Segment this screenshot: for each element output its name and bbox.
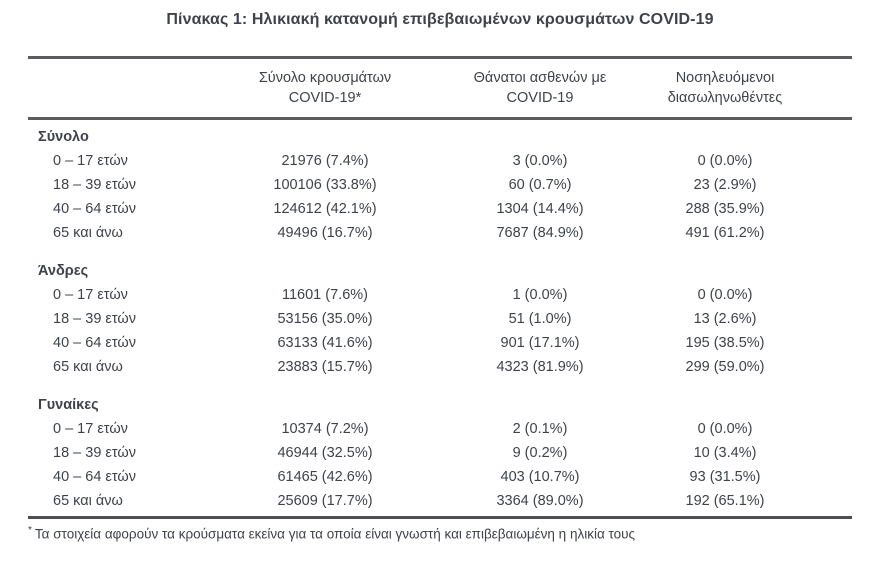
footnote-text: Τα στοιχεία αφορούν τα κρούσματα εκείνα … — [34, 526, 636, 542]
age-label-cell: 0 – 17 ετών — [53, 287, 128, 303]
table-row: 40 – 64 ετών 61465 (42.6%) 403 (10.7%) 93 (… — [28, 465, 852, 489]
age-label-cell: 18 – 39 ετών — [53, 177, 136, 193]
header-deaths-cell: Θάνατοι ασθενών με COVID-19 — [442, 68, 638, 108]
deaths-cell: 7687 (84.9%) — [496, 225, 584, 241]
age-label-cell: 40 – 64 ετών — [53, 335, 136, 351]
intubated-cell: 195 (38.5%) — [685, 335, 765, 351]
intubated-cell: 192 (65.1%) — [685, 493, 765, 509]
cases-cell: 124612 (42.1%) — [273, 201, 377, 217]
cases-cell: 23883 (15.7%) — [277, 359, 373, 375]
section-header-row: Γυναίκες — [28, 388, 852, 417]
covid-age-distribution-table: Σύνολο κρουσμάτων COVID-19* Θάνατοι ασθε… — [28, 56, 852, 519]
table-row: 40 – 64 ετών 63133 (41.6%) 901 (17.1%) 195 … — [28, 331, 852, 355]
deaths-cell: 60 (0.7%) — [508, 177, 572, 193]
age-label-cell: 0 – 17 ετών — [53, 421, 128, 437]
deaths-cell: 4323 (81.9%) — [496, 359, 584, 375]
header-intubated-cell: Νοσηλευόμενοι διασωληνωθέντες — [638, 68, 812, 108]
header-empty-cell — [28, 68, 208, 108]
intubated-cell: 0 (0.0%) — [697, 421, 753, 437]
header-cases-line2: COVID-19* — [288, 90, 362, 106]
section-header-row: Άνδρες — [28, 254, 852, 283]
deaths-cell: 403 (10.7%) — [500, 469, 580, 485]
cases-cell: 21976 (7.4%) — [281, 153, 369, 169]
age-label-cell: 65 και άνω — [53, 359, 123, 375]
age-label-cell: 40 – 64 ετών — [53, 469, 136, 485]
table-row: 65 και άνω 49496 (16.7%) 7687 (84.9%) 491 (… — [28, 221, 852, 245]
age-label-cell: 40 – 64 ετών — [53, 201, 136, 217]
footnote-marker: * — [28, 525, 32, 536]
section-label: Γυναίκες — [38, 397, 99, 413]
intubated-cell: 491 (61.2%) — [685, 225, 765, 241]
cases-cell: 49496 (16.7%) — [277, 225, 373, 241]
deaths-cell: 3364 (89.0%) — [496, 493, 584, 509]
table-row: 0 – 17 ετών 10374 (7.2%) 2 (0.1%) 0 (0.0%) — [28, 417, 852, 441]
section-label: Άνδρες — [38, 263, 89, 279]
cases-cell: 53156 (35.0%) — [277, 311, 373, 327]
header-intubated-line2: διασωληνωθέντες — [667, 90, 783, 106]
deaths-cell: 2 (0.1%) — [512, 421, 568, 437]
table-row: 65 και άνω 25609 (17.7%) 3364 (89.0%) 192 (… — [28, 489, 852, 513]
header-intubated-line1: Νοσηλευόμενοι — [675, 70, 775, 86]
header-cases-line1: Σύνολο κρουσμάτων — [258, 70, 392, 86]
table-row: 0 – 17 ετών 21976 (7.4%) 3 (0.0%) 0 (0.0%) — [28, 149, 852, 173]
intubated-cell: 299 (59.0%) — [685, 359, 765, 375]
header-cases-cell: Σύνολο κρουσμάτων COVID-19* — [208, 68, 442, 108]
table-row: 65 και άνω 23883 (15.7%) 4323 (81.9%) 299 (… — [28, 355, 852, 379]
table-row: 0 – 17 ετών 11601 (7.6%) 1 (0.0%) 0 (0.0%) — [28, 283, 852, 307]
deaths-cell: 51 (1.0%) — [508, 311, 572, 327]
cases-cell: 25609 (17.7%) — [277, 493, 373, 509]
header-deaths-line1: Θάνατοι ασθενών με — [473, 70, 607, 86]
table-body: Σύνολο 0 – 17 ετών 21976 (7.4%) 3 (0.0%) 0 (… — [28, 120, 852, 516]
intubated-cell: 0 (0.0%) — [697, 153, 753, 169]
age-label-cell: 65 και άνω — [53, 493, 123, 509]
cases-cell: 100106 (33.8%) — [273, 177, 377, 193]
intubated-cell: 288 (35.9%) — [685, 201, 765, 217]
intubated-cell: 23 (2.9%) — [693, 177, 757, 193]
deaths-cell: 1 (0.0%) — [512, 287, 568, 303]
cases-cell: 11601 (7.6%) — [282, 287, 368, 303]
cases-cell: 10374 (7.2%) — [281, 421, 369, 437]
header-deaths-line2: COVID-19 — [506, 90, 574, 106]
table-header-row: Σύνολο κρουσμάτων COVID-19* Θάνατοι ασθε… — [28, 59, 852, 120]
table-row: 18 – 39 ετών 53156 (35.0%) 51 (1.0%) 13 (2.… — [28, 307, 852, 331]
age-label-cell: 0 – 17 ετών — [53, 153, 128, 169]
intubated-cell: 93 (31.5%) — [689, 469, 761, 485]
deaths-cell: 3 (0.0%) — [512, 153, 568, 169]
intubated-cell: 0 (0.0%) — [697, 287, 753, 303]
table-footnote: * Τα στοιχεία αφορούν τα κρούσματα εκείνα… — [28, 522, 852, 544]
deaths-cell: 901 (17.1%) — [500, 335, 580, 351]
section-header-row: Σύνολο — [28, 120, 852, 149]
table-row: 40 – 64 ετών 124612 (42.1%) 1304 (14.4%) 28… — [28, 197, 852, 221]
intubated-cell: 13 (2.6%) — [693, 311, 757, 327]
deaths-cell: 1304 (14.4%) — [496, 201, 584, 217]
cases-cell: 61465 (42.6%) — [277, 469, 373, 485]
age-label-cell: 18 – 39 ετών — [53, 311, 136, 327]
age-label-cell: 18 – 39 ετών — [53, 445, 136, 461]
table-row: 18 – 39 ετών 46944 (32.5%) 9 (0.2%) 10 (3.4… — [28, 441, 852, 465]
cases-cell: 63133 (41.6%) — [277, 335, 373, 351]
intubated-cell: 10 (3.4%) — [693, 445, 757, 461]
cases-cell: 46944 (32.5%) — [277, 445, 373, 461]
table-title: Πίνακας 1: Ηλικιακή κατανομή επιβεβαιωμέ… — [166, 11, 714, 28]
table-row: 18 – 39 ετών 100106 (33.8%) 60 (0.7%) 23 (2… — [28, 173, 852, 197]
section-label: Σύνολο — [38, 129, 89, 145]
deaths-cell: 9 (0.2%) — [512, 445, 568, 461]
age-label-cell: 65 και άνω — [53, 225, 123, 241]
